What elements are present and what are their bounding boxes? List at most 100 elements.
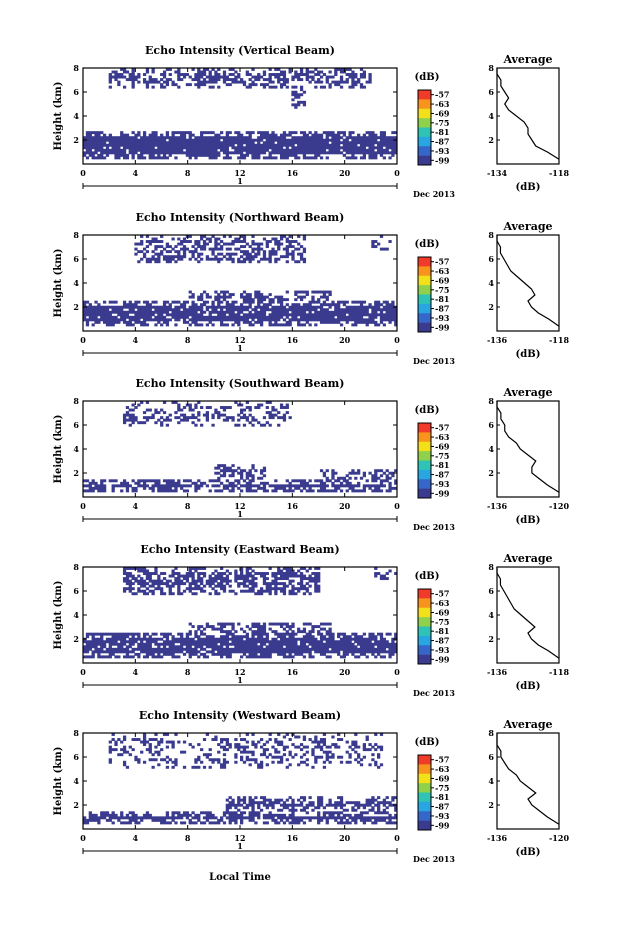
heatmap-cell <box>205 315 209 319</box>
heatmap-cell <box>85 640 90 644</box>
heatmap-cell <box>97 642 101 646</box>
heatmap-cell <box>122 735 127 739</box>
heatmap-cell <box>294 103 298 107</box>
heatmap-cell <box>114 743 118 747</box>
heatmap-cell <box>108 136 112 140</box>
heatmap-cell <box>165 242 170 246</box>
heatmap-cell <box>137 138 141 142</box>
colorbar-swatch <box>418 635 431 646</box>
heatmap-cells <box>83 235 398 327</box>
heatmap-cell <box>162 818 167 822</box>
heatmap-cell <box>171 816 175 820</box>
heatmap-cell <box>142 300 147 304</box>
heatmap-cell <box>231 257 235 261</box>
heatmap-cell <box>274 313 278 317</box>
heatmap-cell <box>202 73 207 76</box>
heatmap-cell <box>251 313 255 317</box>
heatmap-cell <box>117 136 121 140</box>
heatmap-cell <box>391 486 395 490</box>
heatmap-cell <box>357 635 361 639</box>
heatmap-cell <box>302 141 307 145</box>
heatmap-cell <box>188 148 192 152</box>
heatmap-cell <box>254 153 258 157</box>
heatmap-cell <box>285 489 289 493</box>
heatmap-cell <box>279 572 284 575</box>
heatmap-cell <box>245 257 249 261</box>
heatmap-cell <box>125 418 130 422</box>
heatmap-cell <box>108 813 112 817</box>
heatmap-cell <box>182 479 187 483</box>
heatmap-cell <box>211 257 215 261</box>
heatmap-cell <box>220 141 224 145</box>
heatmap-cell <box>120 489 124 493</box>
heatmap-cell <box>140 647 144 651</box>
heatmap-cell <box>188 290 192 294</box>
heatmap-cell <box>302 584 307 588</box>
heatmap-cell <box>208 640 212 644</box>
heatmap-cell <box>294 308 298 312</box>
heatmap-cell <box>85 323 90 327</box>
heatmap-cell <box>228 466 232 470</box>
heatmap-cell <box>217 489 221 493</box>
heatmap-cell <box>348 471 352 475</box>
heatmap-cell <box>108 816 112 820</box>
heatmap-cell <box>100 632 104 636</box>
heatmap-cell <box>160 310 164 314</box>
heatmap-cell <box>220 305 224 309</box>
heatmap-cell <box>182 73 187 76</box>
heatmap-cell <box>382 156 386 160</box>
heatmap-cell <box>194 305 198 309</box>
heatmap-cell <box>128 143 132 147</box>
heatmap-cell <box>231 481 235 485</box>
heatmap-cell <box>385 146 389 150</box>
heatmap-cell <box>334 313 338 317</box>
heatmap-cell <box>182 315 187 319</box>
heatmap-cell <box>151 310 155 314</box>
heatmap-cell <box>108 760 112 764</box>
heatmap-cell <box>345 136 349 140</box>
heatmap-cell <box>354 148 358 152</box>
heatmap-cell <box>145 315 150 319</box>
heatmap-cell <box>337 479 341 483</box>
colorbar-unit: (dB) <box>415 571 440 582</box>
heatmap-cell <box>319 151 324 155</box>
heatmap-cell <box>279 625 284 629</box>
heatmap-cell <box>262 151 267 155</box>
heatmap-cell <box>248 645 252 649</box>
heatmap-cell <box>240 647 244 651</box>
heatmap-cell <box>108 652 112 656</box>
heatmap-cell <box>111 821 115 825</box>
heatmap-cell <box>225 323 229 327</box>
heatmap-cell <box>362 85 366 89</box>
heatmap-cell <box>205 418 209 422</box>
heatmap-cell <box>214 138 218 142</box>
heatmap-cell <box>197 413 201 417</box>
heatmap-cell <box>202 247 207 251</box>
heatmap-cell <box>288 582 292 586</box>
y-tick-label: 4 <box>73 444 79 454</box>
heatmap-cell <box>257 75 261 79</box>
heatmap-cell <box>388 650 392 654</box>
heatmap-cell <box>217 252 221 256</box>
heatmap-cell <box>262 313 267 317</box>
heatmap-cell <box>259 242 264 246</box>
heatmap-cell <box>174 138 178 142</box>
heatmap-cell <box>128 579 132 583</box>
heatmap-cell <box>319 632 324 636</box>
heatmap-cell <box>120 650 124 654</box>
heatmap-cell <box>134 640 138 644</box>
heatmap-cell <box>288 148 292 152</box>
heatmap-cell <box>274 589 278 593</box>
heatmap-cell <box>277 80 281 84</box>
heatmap-cell <box>385 136 389 140</box>
heatmap-cell <box>225 569 229 573</box>
heatmap-cell <box>94 642 98 646</box>
heatmap-cell <box>334 479 338 483</box>
heatmap-cell <box>240 569 244 573</box>
heatmap-cell <box>191 652 195 656</box>
heatmap-cell <box>254 320 258 324</box>
heatmap-cell <box>222 143 227 147</box>
heatmap-cell <box>279 148 284 152</box>
heatmap-cell <box>277 645 281 649</box>
heatmap-cell <box>220 572 224 575</box>
